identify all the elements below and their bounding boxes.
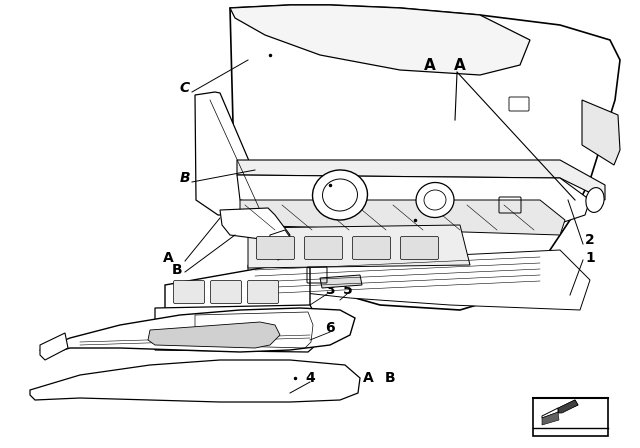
Polygon shape: [542, 400, 578, 418]
FancyBboxPatch shape: [353, 237, 390, 259]
FancyBboxPatch shape: [305, 237, 342, 259]
Text: B: B: [172, 263, 182, 277]
Polygon shape: [237, 175, 590, 230]
Text: 00182306: 00182306: [542, 421, 588, 430]
Text: 3: 3: [325, 283, 335, 297]
Polygon shape: [230, 5, 620, 310]
Text: 4: 4: [305, 371, 315, 385]
FancyBboxPatch shape: [173, 280, 205, 303]
Text: 6: 6: [325, 321, 335, 335]
Text: 2: 2: [585, 233, 595, 247]
Polygon shape: [268, 230, 292, 260]
Ellipse shape: [416, 182, 454, 218]
Polygon shape: [320, 275, 362, 288]
FancyBboxPatch shape: [533, 398, 608, 436]
Polygon shape: [240, 200, 565, 235]
Text: A: A: [163, 251, 173, 265]
Polygon shape: [230, 5, 530, 75]
Text: 1: 1: [585, 251, 595, 265]
Polygon shape: [237, 160, 605, 200]
Polygon shape: [220, 208, 290, 245]
FancyBboxPatch shape: [257, 237, 294, 259]
FancyBboxPatch shape: [401, 237, 438, 259]
Polygon shape: [248, 225, 470, 268]
Polygon shape: [148, 322, 280, 348]
Polygon shape: [195, 92, 270, 215]
Polygon shape: [542, 412, 559, 425]
Text: 5: 5: [343, 283, 353, 297]
Polygon shape: [155, 305, 318, 352]
Polygon shape: [30, 360, 360, 402]
Text: A: A: [424, 57, 436, 73]
Polygon shape: [558, 400, 578, 413]
Text: B: B: [180, 171, 190, 185]
Polygon shape: [40, 333, 68, 360]
Polygon shape: [40, 308, 355, 355]
Text: A: A: [363, 371, 373, 385]
Text: A: A: [454, 57, 466, 73]
Ellipse shape: [586, 188, 604, 212]
Ellipse shape: [312, 170, 367, 220]
Polygon shape: [248, 250, 590, 310]
FancyBboxPatch shape: [248, 280, 278, 303]
Text: C: C: [180, 81, 190, 95]
Polygon shape: [165, 262, 310, 330]
FancyBboxPatch shape: [211, 280, 241, 303]
Text: B: B: [385, 371, 396, 385]
Polygon shape: [582, 100, 620, 165]
